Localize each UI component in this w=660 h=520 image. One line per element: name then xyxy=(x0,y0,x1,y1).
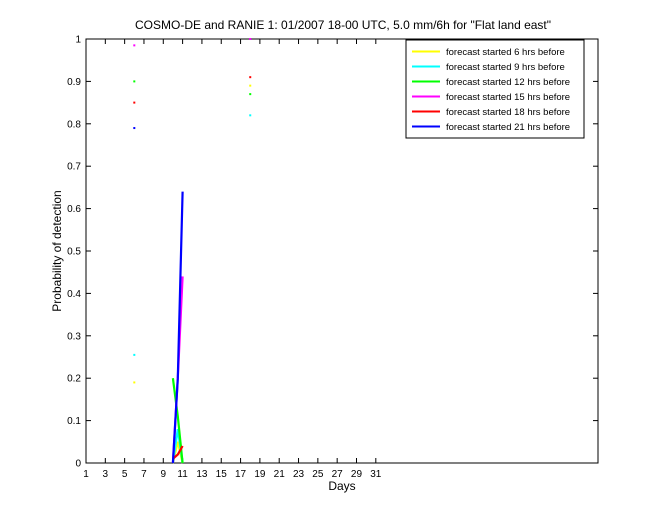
x-tick-label: 31 xyxy=(370,469,382,480)
axis-ticks: 1 3 5 7 9 11 13 15 17 19 21 23 25 27 29 3100.10.20.30.4… xyxy=(67,35,598,480)
data-point xyxy=(133,44,136,47)
legend-entry: forecast started 6 hrs before xyxy=(446,47,565,58)
y-tick-label: 0.8 xyxy=(67,119,81,130)
data-point xyxy=(249,114,252,117)
x-tick-label: 23 xyxy=(293,469,305,480)
data-point xyxy=(249,84,252,87)
x-axis-label: Days xyxy=(328,479,355,493)
y-tick-label: 0.7 xyxy=(67,162,81,173)
x-tick-label: 21 xyxy=(274,469,286,480)
data-marks xyxy=(133,38,252,464)
data-point xyxy=(133,80,136,83)
x-tick-label: 15 xyxy=(216,469,228,480)
legend-entry: forecast started 9 hrs before xyxy=(446,62,565,73)
y-tick-label: 0 xyxy=(75,459,81,470)
x-tick-label: 27 xyxy=(332,469,344,480)
x-tick-label: 3 xyxy=(103,469,109,480)
data-point xyxy=(133,381,136,384)
x-tick-label: 1 xyxy=(83,469,89,480)
legend-entry: forecast started 21 hrs before xyxy=(446,122,570,133)
chart-title: COSMO-DE and RANIE 1: 01/2007 18-00 UTC,… xyxy=(135,18,551,32)
legend-box xyxy=(405,39,585,139)
legend: forecast started 6 hrs before forecast st… xyxy=(405,39,585,139)
y-tick-label: 0.6 xyxy=(67,204,81,215)
x-tick-label: 9 xyxy=(161,469,167,480)
y-tick-label: 0.1 xyxy=(67,416,81,427)
x-tick-label: 5 xyxy=(122,469,128,480)
y-tick-label: 0.2 xyxy=(67,374,81,385)
data-point xyxy=(249,93,252,96)
data-point xyxy=(249,76,252,79)
data-point xyxy=(133,101,136,104)
x-tick-label: 11 xyxy=(177,469,188,480)
x-tick-label: 13 xyxy=(196,469,208,480)
legend-entry: forecast started 18 hrs before xyxy=(446,107,570,118)
legend-entry: forecast started 12 hrs before xyxy=(446,77,570,88)
x-tick-label: 17 xyxy=(235,469,247,480)
legend-entry: forecast started 15 hrs before xyxy=(446,92,570,103)
y-axis-label: Probability of detection xyxy=(50,190,64,311)
data-point xyxy=(133,353,136,356)
data-point xyxy=(249,38,252,40)
x-tick-label: 19 xyxy=(254,469,266,480)
series-line xyxy=(171,191,184,464)
x-tick-label: 29 xyxy=(351,469,363,480)
y-tick-label: 0.3 xyxy=(67,331,81,342)
y-tick-label: 0.5 xyxy=(67,247,81,258)
x-tick-label: 25 xyxy=(312,469,324,480)
y-tick-label: 1 xyxy=(75,35,81,46)
x-tick-label: 7 xyxy=(141,469,147,480)
y-tick-label: 0.4 xyxy=(67,289,81,300)
series-line xyxy=(172,445,184,460)
data-point xyxy=(133,127,136,130)
y-tick-label: 0.9 xyxy=(67,77,81,88)
